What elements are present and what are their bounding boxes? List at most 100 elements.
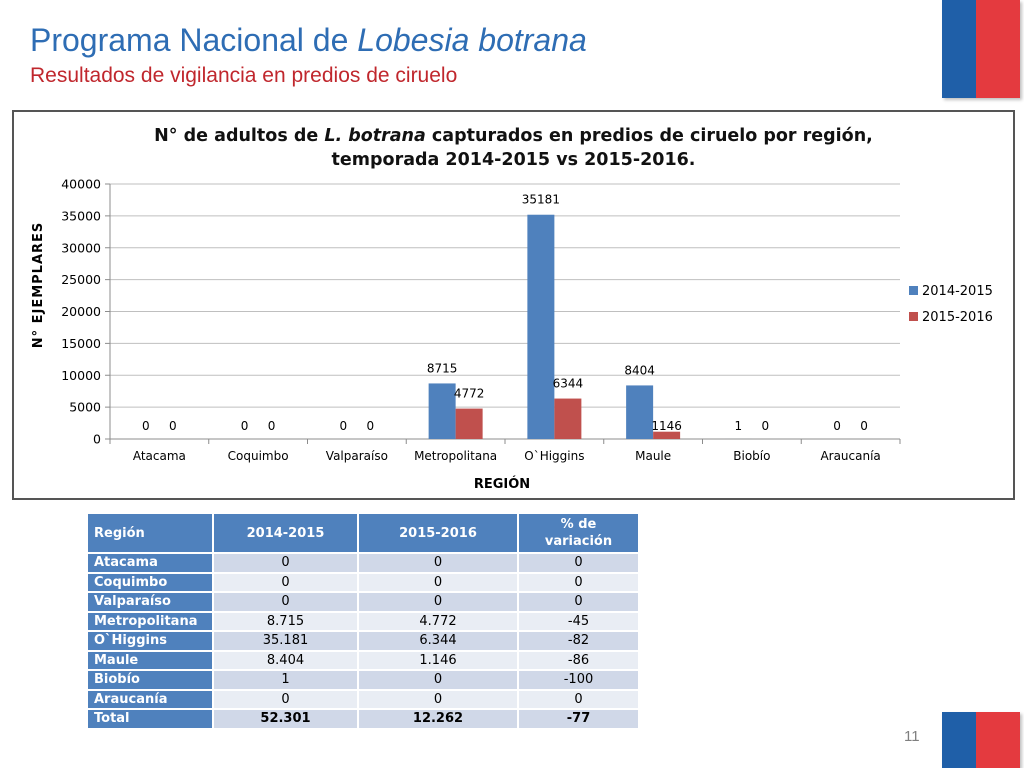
cell-2014-2015: 0 <box>214 690 357 708</box>
cell-region: Atacama <box>88 554 212 572</box>
header-2014-2015: 2014-2015 <box>214 514 357 552</box>
x-tick-label: Valparaíso <box>326 449 388 463</box>
table-row: Coquimbo 0 0 0 <box>88 573 638 591</box>
cell-2015-2016: 0 <box>359 573 517 591</box>
y-tick-label: 20000 <box>61 304 101 319</box>
legend-swatch <box>909 286 918 295</box>
cell-region: Valparaíso <box>88 593 212 611</box>
data-label: 0 <box>762 419 770 433</box>
cell-2014-2015: 8.715 <box>214 612 357 630</box>
cell-region: Coquimbo <box>88 573 212 591</box>
bar-2015-2016 <box>455 408 483 439</box>
data-label: 8715 <box>427 361 458 375</box>
cell-variation: -82 <box>519 632 638 650</box>
data-label: 0 <box>169 419 177 433</box>
data-label: 1146 <box>651 419 682 433</box>
data-label: 8404 <box>624 363 655 377</box>
table-row: Biobío 1 0 -100 <box>88 671 638 689</box>
y-tick-label: 25000 <box>61 272 101 287</box>
header-2015-2016: 2015-2016 <box>359 514 517 552</box>
cell-variation: -86 <box>519 651 638 669</box>
bar-2014-2015 <box>626 385 654 439</box>
page-title-prefix: Programa Nacional de <box>30 22 358 58</box>
header-variation: % de variación <box>519 514 638 552</box>
table-row: Valparaíso 0 0 0 <box>88 593 638 611</box>
x-tick-label: Biobío <box>733 449 770 463</box>
cell-2014-2015: 0 <box>214 593 357 611</box>
table-row: Araucanía 0 0 0 <box>88 690 638 708</box>
cell-2014-2015: 1 <box>214 671 357 689</box>
y-tick-label: 0 <box>93 432 101 447</box>
cell-2014-2015: 0 <box>214 554 357 572</box>
data-label: 4772 <box>454 387 485 401</box>
bar-2014-2015 <box>527 214 555 439</box>
data-label: 0 <box>340 419 348 433</box>
data-table: Región 2014-2015 2015-2016 % de variació… <box>86 512 640 730</box>
cell-2015-2016: 6.344 <box>359 632 517 650</box>
data-label: 1 <box>735 419 743 433</box>
cell-variation: -100 <box>519 671 638 689</box>
y-tick-label: 30000 <box>61 240 101 255</box>
cell-region: Maule <box>88 651 212 669</box>
page-title-species: Lobesia botrana <box>357 22 587 58</box>
bar-2015-2016 <box>653 431 681 439</box>
chart-title-species: L. botrana <box>324 126 426 146</box>
cell-variation: 0 <box>519 554 638 572</box>
cell-variation: 0 <box>519 593 638 611</box>
bar-2014-2015 <box>428 383 456 439</box>
x-tick-label: Araucanía <box>820 449 880 463</box>
cell-region: O`Higgins <box>88 632 212 650</box>
chart-title-part1: N° de adultos de <box>154 126 325 146</box>
bar-chart: 0 5000 1 0 0 0 0 15000 20000 25000 30000 35000 40000… <box>31 177 993 493</box>
bar-2015-2016 <box>554 398 582 439</box>
cell-2015-2016: 1.146 <box>359 651 517 669</box>
cell-2015-2016: 0 <box>359 690 517 708</box>
chart-title: N° de adultos de L. botrana capturados e… <box>14 124 1013 172</box>
y-tick-label: 5000 <box>69 400 101 415</box>
cell-2015-2016: 0 <box>359 593 517 611</box>
data-label: 0 <box>241 419 249 433</box>
x-tick-label: Maule <box>635 449 671 463</box>
x-tick-label: Coquimbo <box>228 449 289 463</box>
cell-total-variation: -77 <box>519 710 638 728</box>
chart-title-line2: temporada 2014-2015 vs 2015-2016. <box>331 150 696 170</box>
cell-2015-2016: 0 <box>359 554 517 572</box>
flag-decoration-top <box>942 0 1020 98</box>
table-row: Atacama 0 0 0 <box>88 554 638 572</box>
y-axis-title: N° EJEMPLARES <box>31 222 46 349</box>
page-subtitle: Resultados de vigilancia en predios de c… <box>30 64 458 87</box>
y-tick-label: 15000 <box>61 336 101 351</box>
cell-2015-2016: 0 <box>359 671 517 689</box>
y-tick-label: 35000 <box>61 208 101 223</box>
legend-label: 2015-2016 <box>922 310 993 325</box>
table-row: Metropolitana 8.715 4.772 -45 <box>88 612 638 630</box>
data-label: 0 <box>860 419 868 433</box>
x-tick-label: Atacama <box>133 449 186 463</box>
data-label: 6344 <box>553 377 584 391</box>
table-row: Maule 8.404 1.146 -86 <box>88 651 638 669</box>
flag-decoration-bottom <box>942 712 1020 768</box>
cell-region: Metropolitana <box>88 612 212 630</box>
x-tick-label: O`Higgins <box>524 449 584 463</box>
chart-title-part2: capturados en predios de ciruelo por reg… <box>425 126 873 146</box>
chart-container: N° de adultos de L. botrana capturados e… <box>12 110 1015 500</box>
data-label: 0 <box>268 419 276 433</box>
cell-total-2014-2015: 52.301 <box>214 710 357 728</box>
cell-variation: 0 <box>519 690 638 708</box>
header-region: Región <box>88 514 212 552</box>
table-row-total: Total 52.301 12.262 -77 <box>88 710 638 728</box>
page-number: 11 <box>904 728 920 745</box>
cell-region: Biobío <box>88 671 212 689</box>
cell-variation: 0 <box>519 573 638 591</box>
cell-total-2015-2016: 12.262 <box>359 710 517 728</box>
cell-region: Araucanía <box>88 690 212 708</box>
y-tick-label: 40000 <box>61 177 101 192</box>
data-label: 0 <box>833 419 841 433</box>
page-title: Programa Nacional de Lobesia botrana <box>30 22 587 59</box>
cell-total-label: Total <box>88 710 212 728</box>
cell-2015-2016: 4.772 <box>359 612 517 630</box>
data-label: 35181 <box>522 193 560 207</box>
legend-label: 2014-2015 <box>922 284 993 299</box>
table-header-row: Región 2014-2015 2015-2016 % de variació… <box>88 514 638 552</box>
legend-swatch <box>909 312 918 321</box>
